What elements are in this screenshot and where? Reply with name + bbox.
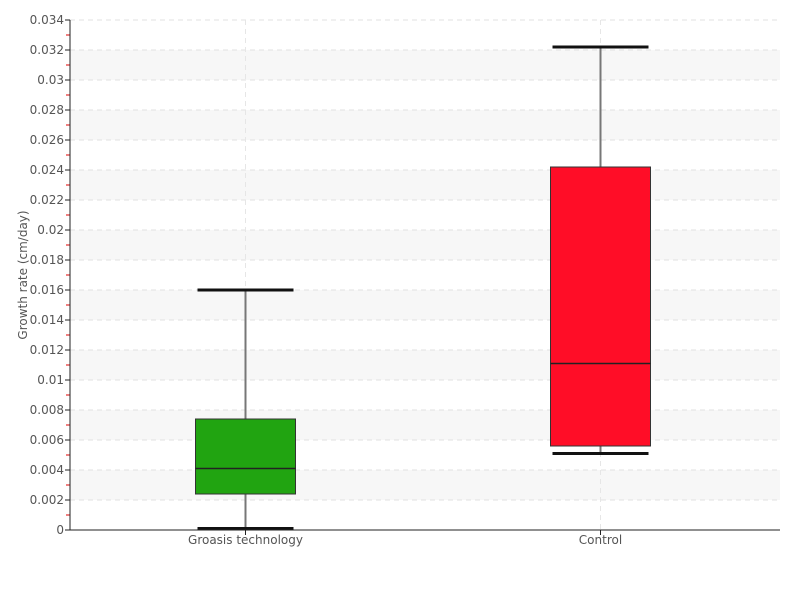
y-tick-label: 0 <box>56 523 64 537</box>
y-tick-label: 0.028 <box>30 103 64 117</box>
y-tick-label: 0.026 <box>30 133 64 147</box>
y-tick-label: 0.002 <box>30 493 64 507</box>
y-tick-label: 0.006 <box>30 433 64 447</box>
y-tick-label: 0.032 <box>30 43 64 57</box>
y-tick-label: 0.012 <box>30 343 64 357</box>
y-tick-label: 0.016 <box>30 283 64 297</box>
y-tick-label: 0.018 <box>30 253 64 267</box>
y-tick-label: 0.024 <box>30 163 64 177</box>
grid-band <box>70 410 780 440</box>
x-tick-label: Groasis technology <box>188 533 303 547</box>
grid-band <box>70 470 780 500</box>
y-tick-label: 0.022 <box>30 193 64 207</box>
y-tick-label: 0.014 <box>30 313 64 327</box>
box <box>195 418 296 495</box>
x-tick-label: Control <box>579 533 622 547</box>
grid-band <box>70 170 780 200</box>
y-tick-label: 0.03 <box>37 73 64 87</box>
grid-band <box>70 110 780 140</box>
y-tick-label: 0.02 <box>37 223 64 237</box>
grid-band <box>70 50 780 80</box>
y-tick-label: 0.008 <box>30 403 64 417</box>
y-tick-label: 0.004 <box>30 463 64 477</box>
grid-band <box>70 230 780 260</box>
y-tick-label: 0.01 <box>37 373 64 387</box>
grid-band <box>70 290 780 320</box>
y-tick-label: 0.034 <box>30 13 64 27</box>
y-axis-label: Growth rate (cm/day) <box>16 210 30 339</box>
box <box>550 166 651 447</box>
grid-band <box>70 350 780 380</box>
